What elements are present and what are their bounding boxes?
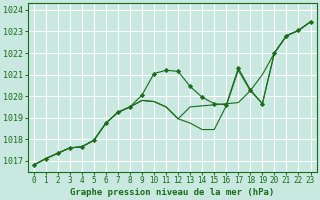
- X-axis label: Graphe pression niveau de la mer (hPa): Graphe pression niveau de la mer (hPa): [70, 188, 274, 197]
